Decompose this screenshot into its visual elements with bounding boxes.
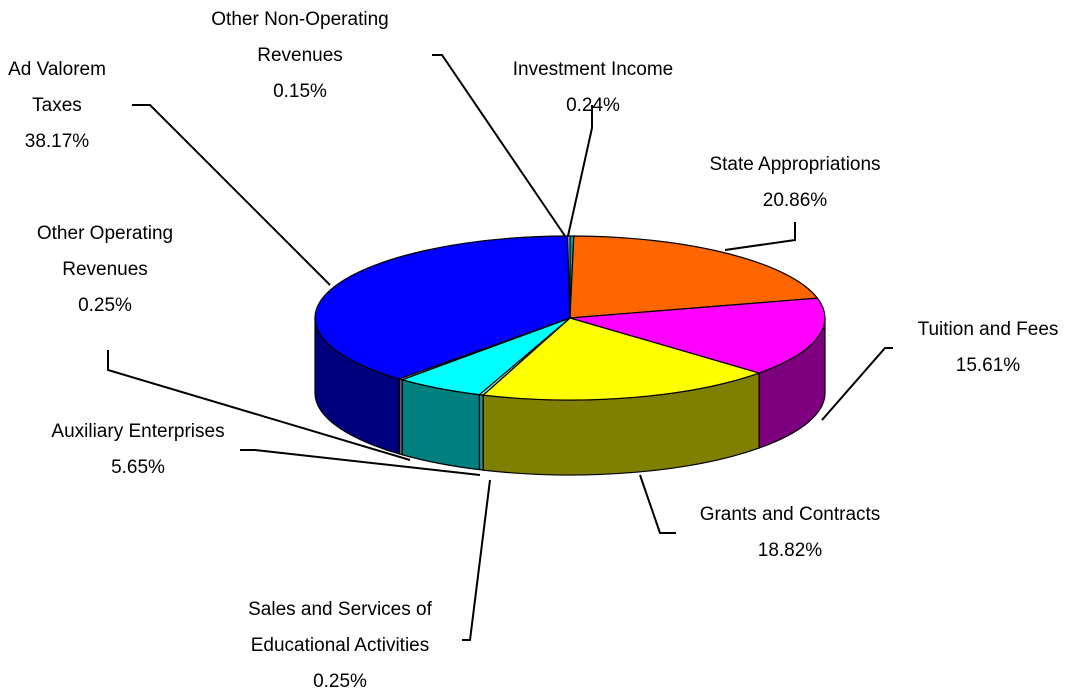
slice-name: Other Operating Revenues	[36, 223, 174, 280]
slice-label: State Appropriations 20.86%	[665, 147, 925, 219]
pie-slice	[481, 317, 761, 401]
slice-label: Tuition and Fees 15.61%	[903, 312, 1073, 384]
slice-name: Auxiliary Enterprises	[51, 421, 225, 442]
pie-slice	[569, 297, 826, 374]
leader-line	[724, 222, 796, 251]
slice-label: Grants and Contracts 18.82%	[660, 497, 920, 569]
pie-slice	[569, 235, 819, 319]
slice-value: 20.86%	[762, 190, 828, 211]
chart	[107, 54, 893, 641]
slice-name: Tuition and Fees	[917, 319, 1059, 340]
leader-line	[462, 479, 491, 641]
slice-name: Sales and Services of Educational Activi…	[248, 599, 432, 656]
leader-line	[567, 105, 593, 237]
slice-name: Investment Income	[512, 59, 674, 80]
slice-name: Ad Valorem Taxes	[8, 59, 106, 116]
slice-label: Investment Income 0.24%	[463, 52, 723, 124]
slice-label: Auxiliary Enterprises 5.65%	[18, 414, 258, 486]
slice-value: 18.82%	[757, 540, 823, 561]
slice-label: Other Non-Operating Revenues 0.15%	[200, 2, 400, 110]
slice-name: State Appropriations	[709, 154, 881, 175]
slice-value: 5.65%	[111, 457, 165, 478]
slice-value: 38.17%	[24, 131, 90, 152]
slice-name: Grants and Contracts	[699, 504, 881, 525]
slice-value: 0.15%	[273, 81, 327, 102]
pie-tops	[314, 235, 826, 401]
leader-line	[432, 54, 566, 237]
slice-value: 0.24%	[566, 95, 620, 116]
slice-label: Sales and Services of Educational Activi…	[220, 592, 460, 700]
leader-lines	[107, 54, 893, 641]
pie-sides	[314, 317, 826, 476]
leader-line	[132, 104, 331, 286]
slice-name: Other Non-Operating Revenues	[211, 9, 389, 66]
slice-value: 15.61%	[955, 355, 1021, 376]
leader-line	[107, 350, 411, 461]
slice-label: Other Operating Revenues 0.25%	[20, 216, 190, 324]
pie-slice	[314, 235, 571, 380]
pie-slice	[566, 235, 571, 319]
leader-line	[639, 474, 676, 534]
leader-line	[821, 347, 893, 421]
slice-value: 0.25%	[78, 295, 132, 316]
slice-value: 0.25%	[313, 671, 367, 692]
leader-line	[240, 449, 481, 476]
slice-label: Ad Valorem Taxes 38.17%	[2, 52, 112, 160]
